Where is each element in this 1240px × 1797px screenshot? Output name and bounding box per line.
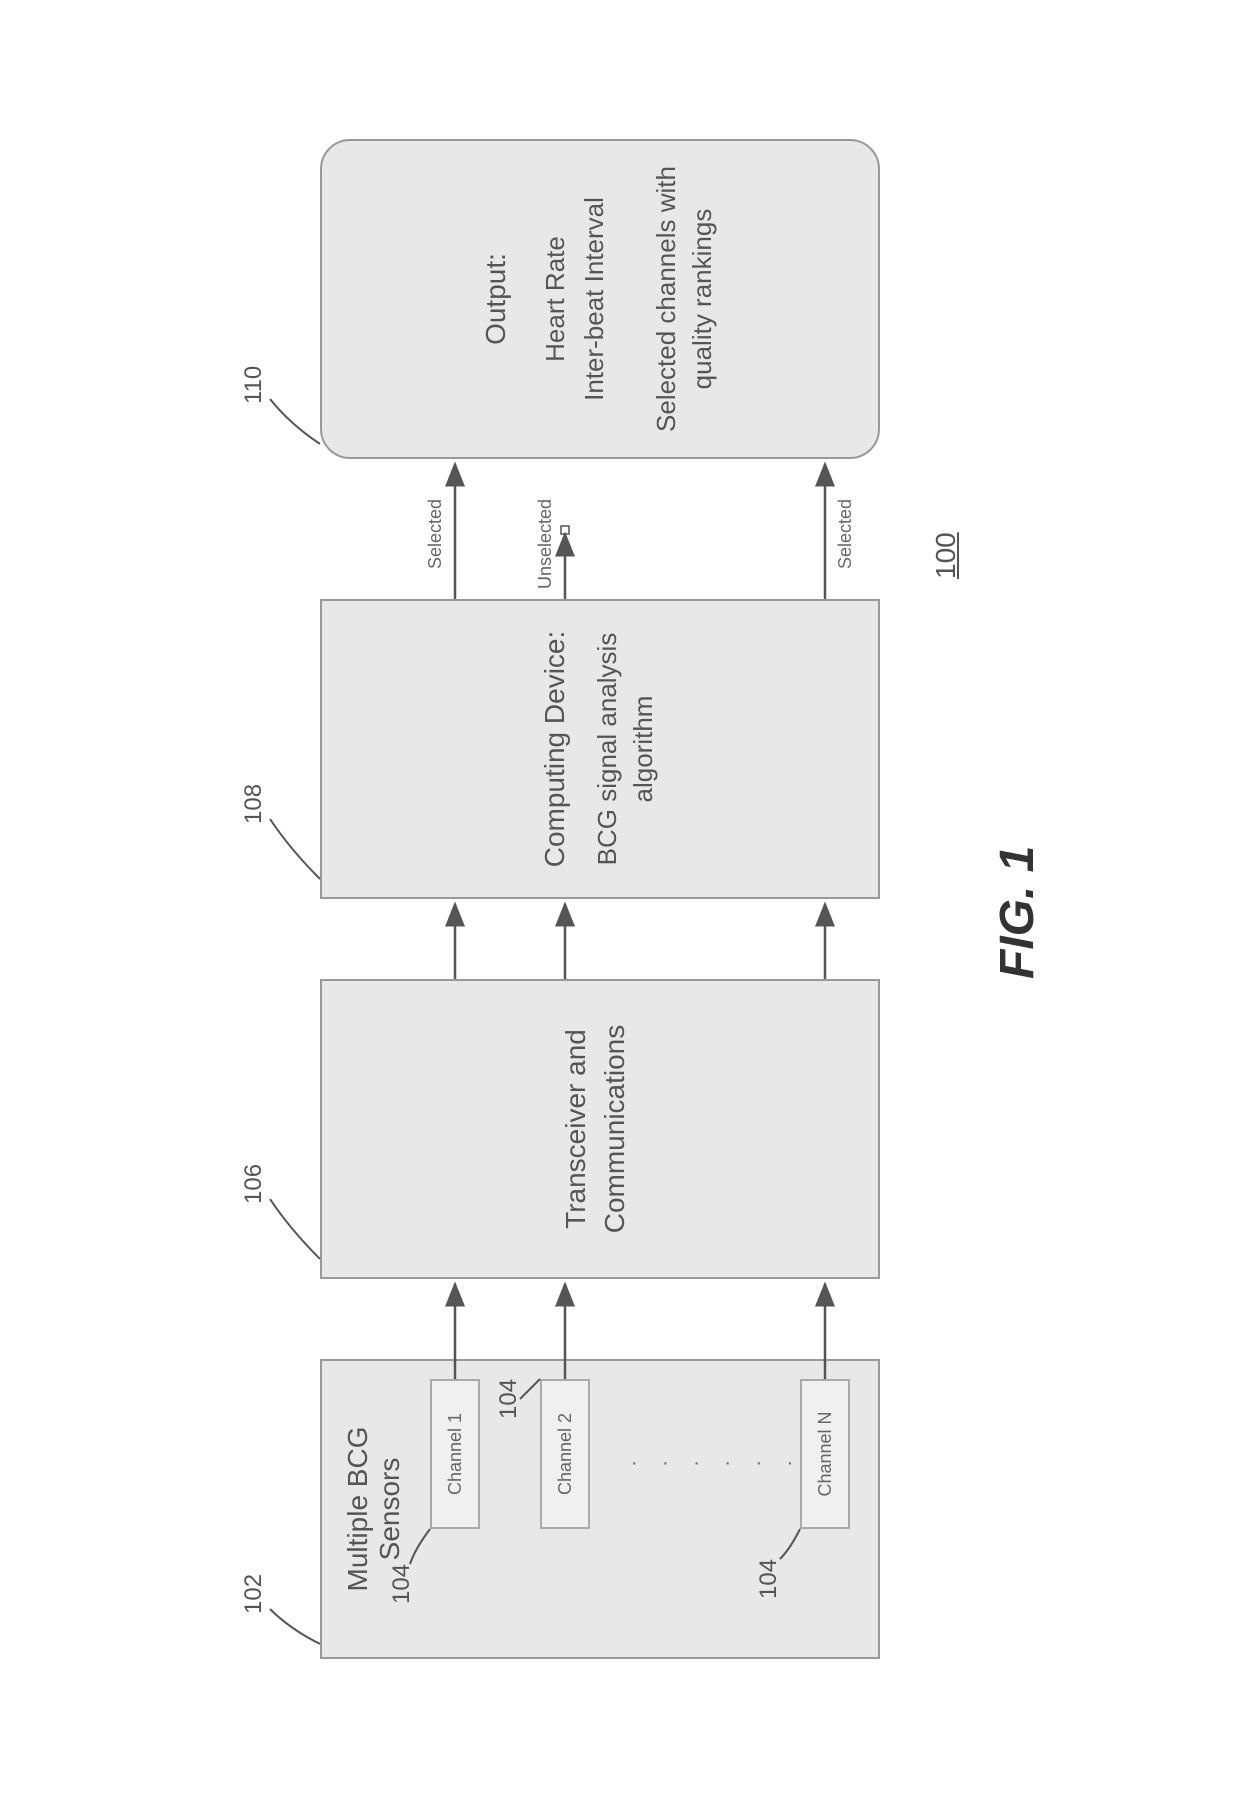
output-line-1: Heart Rate	[540, 236, 571, 362]
sensors-block: Multiple BCG Sensors	[320, 1359, 880, 1659]
edge-selected-2: Selected	[835, 498, 856, 568]
channel-n-label: Channel N	[815, 1411, 836, 1496]
ref-104-a: 104	[388, 1563, 416, 1603]
computing-text: BCG signal analysis algorithm	[589, 621, 662, 877]
ref-106: 106	[240, 1163, 268, 1203]
output-line-2: Inter-beat Interval	[579, 197, 610, 401]
channel-1: Channel 1	[430, 1379, 480, 1529]
figure-label: FIG. 1	[990, 845, 1045, 978]
transceiver-title: Transceiver and Communications	[556, 1001, 634, 1257]
edge-unselected: Unselected	[535, 498, 556, 588]
ref-104-b: 104	[495, 1378, 523, 1418]
edge-selected-1: Selected	[425, 498, 446, 568]
channel-2: Channel 2	[540, 1379, 590, 1529]
computing-title: Computing Device:	[539, 630, 571, 867]
output-line-3: Selected channels with quality rankings	[648, 161, 721, 437]
ref-108: 108	[240, 783, 268, 823]
ref-102: 102	[240, 1573, 268, 1613]
computing-block: Computing Device: BCG signal analysis al…	[320, 599, 880, 899]
output-block: Output: Heart Rate Inter-beat Interval S…	[320, 139, 880, 459]
channel-n: Channel N	[800, 1379, 850, 1529]
ref-110: 110	[240, 365, 268, 403]
figure-number: 100	[930, 532, 962, 579]
channel-2-label: Channel 2	[555, 1412, 576, 1494]
ref-104-c: 104	[755, 1558, 783, 1598]
channel-1-label: Channel 1	[445, 1412, 466, 1494]
transceiver-block: Transceiver and Communications	[320, 979, 880, 1279]
diagram-container: Multiple BCG Sensors Channel 1 Channel 2…	[120, 99, 1120, 1699]
ellipsis-dots: . . . . . .	[632, 1447, 803, 1470]
output-title: Output:	[480, 253, 512, 345]
